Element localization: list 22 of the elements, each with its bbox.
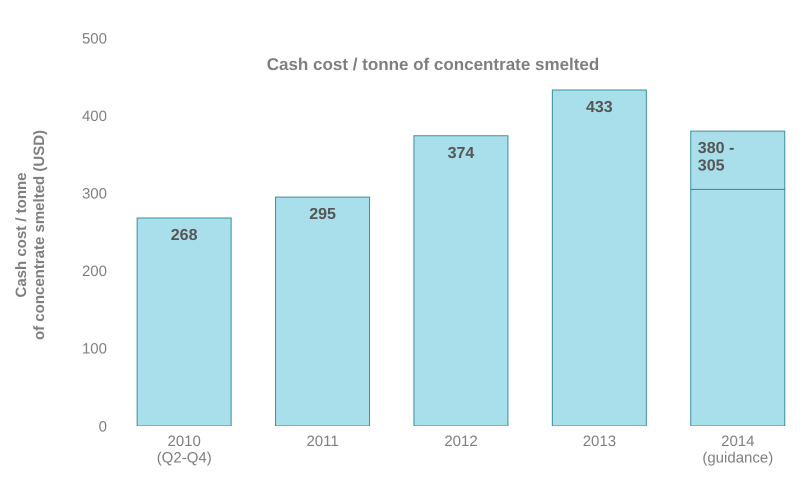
x-tick-label: 2010 (Q2-Q4) <box>156 433 212 466</box>
x-tick-label: 2013 <box>582 433 616 450</box>
bar <box>275 196 370 426</box>
y-tick-label: 300 <box>82 186 107 203</box>
y-tick-label: 500 <box>82 30 107 48</box>
y-tick-label: 200 <box>82 263 107 280</box>
x-tick-label: 2014 (guidance) <box>702 433 774 466</box>
bar <box>413 135 508 426</box>
annotation: 380 - 305 <box>698 140 734 175</box>
y-tick-label: 0 <box>98 418 107 436</box>
y-axis-title: Cash cost / tonne of concentrate smelted (USD) <box>13 130 48 340</box>
text: Cash cost / tonne of concentrate smelted <box>266 55 600 74</box>
y-tick-label: 400 <box>82 108 107 125</box>
data-label: 374 <box>448 144 474 162</box>
y-tick-label: 100 <box>82 340 107 358</box>
bar <box>136 218 232 426</box>
data-label: 268 <box>170 227 198 244</box>
data-label: 295 <box>309 206 336 224</box>
bar <box>552 89 647 426</box>
x-tick-label: 2012 <box>444 433 478 450</box>
x-tick-label: 2011 <box>306 433 339 450</box>
data-label: 433 <box>586 98 613 116</box>
